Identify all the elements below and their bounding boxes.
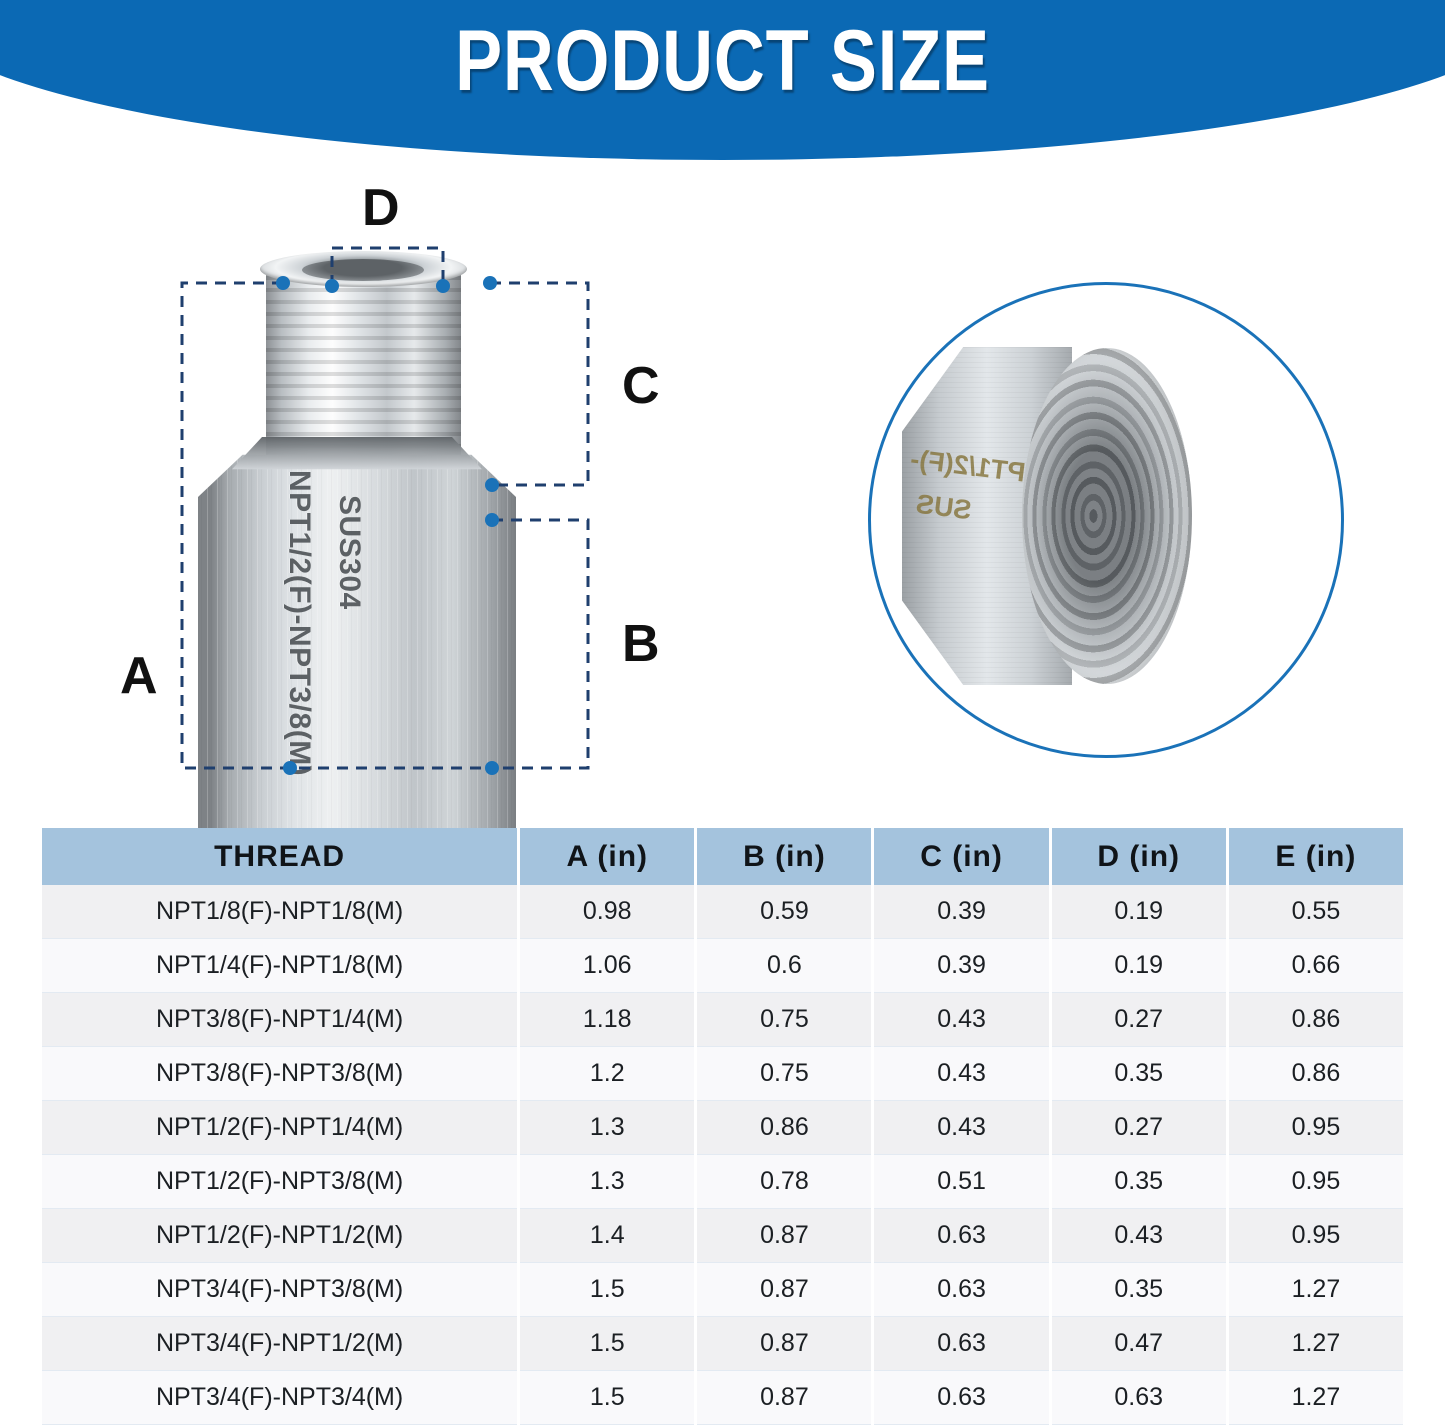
cell-e: 0.95 [1227, 1154, 1403, 1209]
dim-label-d: D [362, 179, 400, 237]
cell-b: 0.86 [695, 1100, 875, 1155]
cell-c: 0.63 [872, 1370, 1052, 1425]
cell-thread: NPT3/8(F)-NPT3/8(M) [42, 1046, 521, 1101]
table-row: NPT3/4(F)-NPT3/8(M) 1.5 0.87 0.63 0.35 1… [42, 1262, 1403, 1317]
table-row: NPT3/4(F)-NPT3/4(M) 1.5 0.87 0.63 0.63 1… [42, 1370, 1403, 1425]
cell-e: 0.95 [1227, 1100, 1403, 1155]
cell-c: 0.51 [872, 1154, 1052, 1209]
cell-thread: NPT1/4(F)-NPT1/8(M) [42, 938, 521, 993]
cell-b: 0.87 [695, 1262, 875, 1317]
table-row: NPT1/8(F)-NPT1/8(M) 0.98 0.59 0.39 0.19 … [42, 885, 1403, 939]
table-row: NPT1/4(F)-NPT1/8(M) 1.06 0.6 0.39 0.19 0… [42, 938, 1403, 993]
cell-thread: NPT3/4(F)-NPT3/4(M) [42, 1370, 521, 1425]
product-illustration: NPT1/2(F)-NPT3/8(M) SUS304 A B C D E [0, 160, 1445, 916]
cell-e: 1.27 [1227, 1316, 1403, 1371]
cell-c: 0.39 [872, 938, 1052, 993]
cell-d: 0.19 [1050, 885, 1229, 939]
cell-c: 0.43 [872, 1100, 1052, 1155]
cell-a: 1.5 [518, 1370, 698, 1425]
cell-d: 0.35 [1050, 1262, 1229, 1317]
column-header-thread: THREAD [42, 828, 521, 885]
cell-a: 1.5 [518, 1262, 698, 1317]
cell-e: 0.86 [1227, 992, 1403, 1047]
cell-b: 0.87 [695, 1370, 875, 1425]
table-row: NPT3/4(F)-NPT1/2(M) 1.5 0.87 0.63 0.47 1… [42, 1316, 1403, 1371]
nut-engraving-material: SUS [914, 488, 974, 526]
page-header-banner: PRODUCT SIZE [0, 0, 1445, 170]
table-body: NPT1/8(F)-NPT1/8(M) 0.98 0.59 0.39 0.19 … [42, 885, 1403, 1425]
cell-e: 0.55 [1227, 885, 1403, 939]
hex-nut-end-view: NPT1/2(F)- SUS [902, 340, 1197, 692]
cell-b: 0.78 [695, 1154, 875, 1209]
table-header-row: THREAD A (in) B (in) C (in) D (in) E (in… [42, 828, 1403, 885]
cell-b: 0.6 [695, 938, 875, 993]
dim-label-c: C [622, 357, 660, 415]
cell-b: 0.87 [695, 1208, 875, 1263]
cell-thread: NPT1/8(F)-NPT1/8(M) [42, 885, 521, 939]
cell-a: 1.4 [518, 1208, 698, 1263]
cell-a: 1.18 [518, 992, 698, 1047]
cell-d: 0.27 [1050, 1100, 1229, 1155]
cell-thread: NPT1/2(F)-NPT3/8(M) [42, 1154, 521, 1209]
dim-label-b: B [622, 615, 660, 673]
cell-thread: NPT3/4(F)-NPT3/8(M) [42, 1262, 521, 1317]
cell-a: 0.98 [518, 885, 698, 939]
cell-a: 1.3 [518, 1100, 698, 1155]
cell-thread: NPT1/2(F)-NPT1/4(M) [42, 1100, 521, 1155]
cell-e: 1.27 [1227, 1370, 1403, 1425]
column-header-b: B (in) [695, 828, 875, 885]
cell-thread: NPT1/2(F)-NPT1/2(M) [42, 1208, 521, 1263]
cell-a: 1.3 [518, 1154, 698, 1209]
cell-d: 0.19 [1050, 938, 1229, 993]
table-row: NPT1/2(F)-NPT1/4(M) 1.3 0.86 0.43 0.27 0… [42, 1100, 1403, 1155]
table-row: NPT1/2(F)-NPT3/8(M) 1.3 0.78 0.51 0.35 0… [42, 1154, 1403, 1209]
cell-c: 0.39 [872, 885, 1052, 939]
cell-d: 0.43 [1050, 1208, 1229, 1263]
cell-thread: NPT3/8(F)-NPT1/4(M) [42, 992, 521, 1047]
cell-d: 0.35 [1050, 1046, 1229, 1101]
table-row: NPT3/8(F)-NPT1/4(M) 1.18 0.75 0.43 0.27 … [42, 992, 1403, 1047]
engraving-thread-spec: NPT1/2(F)-NPT3/8(M) [283, 470, 316, 777]
product-size-table: THREAD A (in) B (in) C (in) D (in) E (in… [42, 828, 1403, 1425]
table-row: NPT1/2(F)-NPT1/2(M) 1.4 0.87 0.63 0.43 0… [42, 1208, 1403, 1263]
cell-thread: NPT3/4(F)-NPT1/2(M) [42, 1316, 521, 1371]
cell-b: 0.75 [695, 992, 875, 1047]
table-header: THREAD A (in) B (in) C (in) D (in) E (in… [42, 828, 1403, 885]
column-header-d: D (in) [1050, 828, 1229, 885]
cell-e: 0.95 [1227, 1208, 1403, 1263]
cell-a: 1.5 [518, 1316, 698, 1371]
inset-end-view: NPT1/2(F)- SUS [868, 282, 1344, 758]
nut-female-thread-bore [1022, 348, 1192, 684]
cell-c: 0.63 [872, 1208, 1052, 1263]
cell-c: 0.63 [872, 1316, 1052, 1371]
dim-label-a: A [120, 647, 158, 705]
cell-b: 0.75 [695, 1046, 875, 1101]
cell-c: 0.43 [872, 1046, 1052, 1101]
column-header-a: A (in) [518, 828, 698, 885]
column-header-c: C (in) [872, 828, 1052, 885]
cell-a: 1.2 [518, 1046, 698, 1101]
page-title: PRODUCT SIZE [455, 13, 990, 109]
cell-c: 0.63 [872, 1262, 1052, 1317]
column-header-e: E (in) [1227, 828, 1403, 885]
nipple-bore-hole [302, 259, 424, 281]
cell-c: 0.43 [872, 992, 1052, 1047]
cell-b: 0.87 [695, 1316, 875, 1371]
cell-e: 0.66 [1227, 938, 1403, 993]
cell-b: 0.59 [695, 885, 875, 939]
cell-d: 0.27 [1050, 992, 1229, 1047]
cell-e: 1.27 [1227, 1262, 1403, 1317]
cell-d: 0.35 [1050, 1154, 1229, 1209]
cell-e: 0.86 [1227, 1046, 1403, 1101]
cell-a: 1.06 [518, 938, 698, 993]
cell-d: 0.47 [1050, 1316, 1229, 1371]
engraving-material: SUS304 [333, 495, 366, 610]
table-row: NPT3/8(F)-NPT3/8(M) 1.2 0.75 0.43 0.35 0… [42, 1046, 1403, 1101]
cell-d: 0.63 [1050, 1370, 1229, 1425]
